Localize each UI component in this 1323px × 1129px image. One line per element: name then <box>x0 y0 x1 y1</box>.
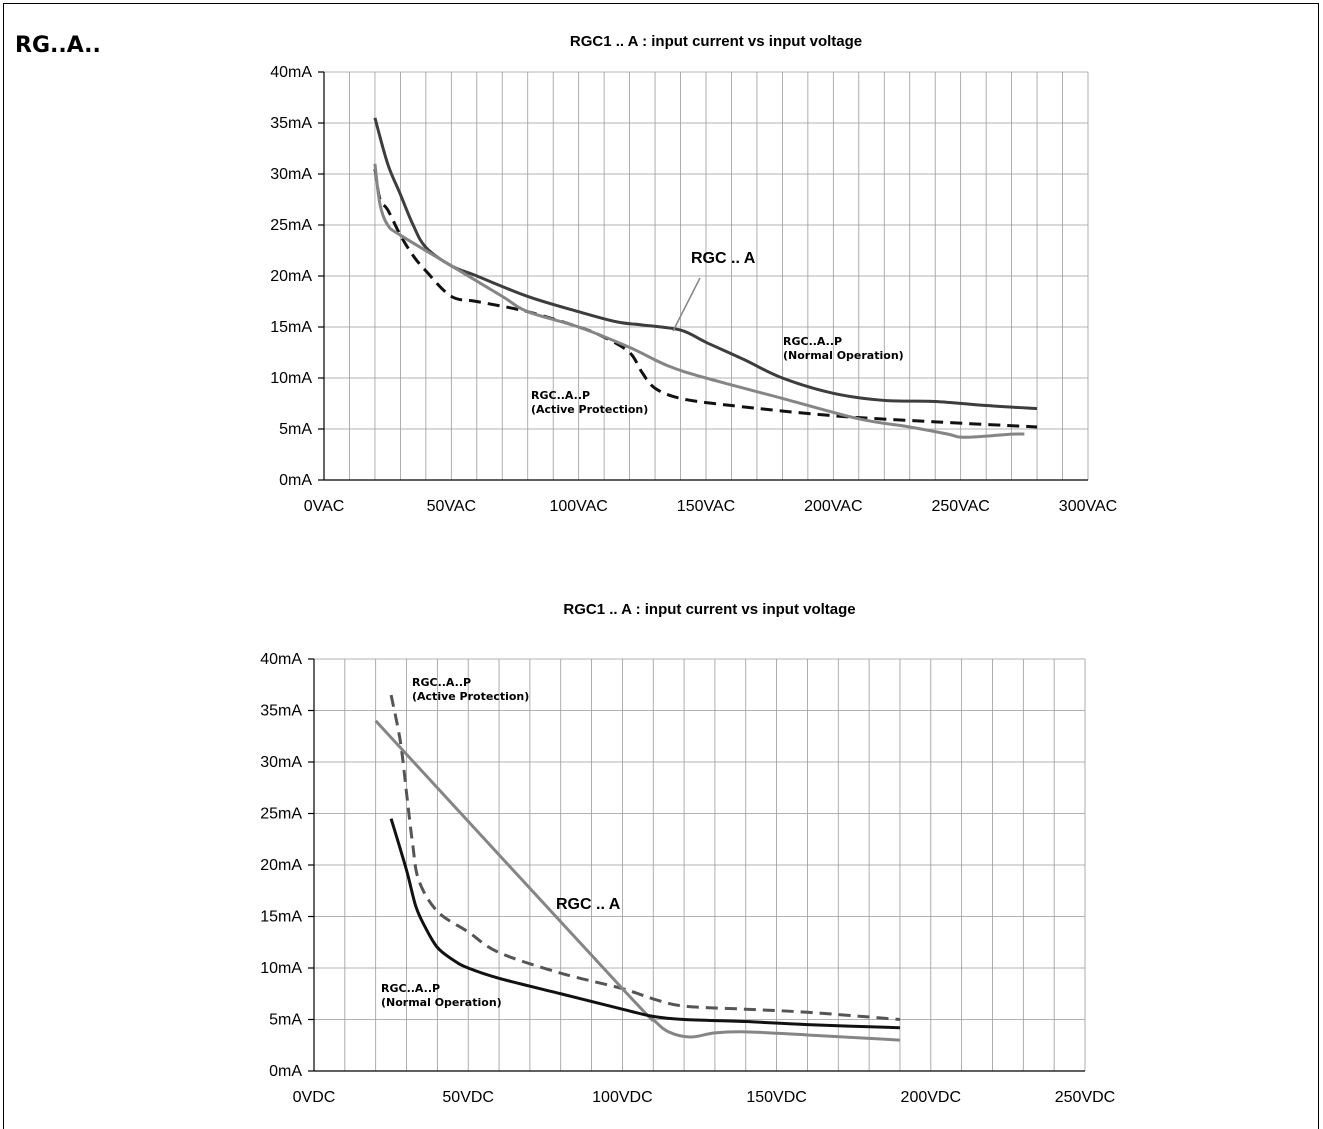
x-tick-label: 200VAC <box>804 498 862 515</box>
x-tick-label: 0VAC <box>304 498 345 515</box>
x-tick-label: 0VDC <box>293 1089 336 1106</box>
series-line-2 <box>374 719 901 1042</box>
y-tick-label: 20mA <box>260 857 302 874</box>
chart-1: RGC1 .. A : input current vs input volta… <box>270 33 1117 515</box>
y-tick-label: 35mA <box>270 115 312 132</box>
x-tick-label: 50VAC <box>427 498 477 515</box>
series-annotation-label: RGC..A..P <box>412 676 471 689</box>
y-tick-label: 15mA <box>270 319 312 336</box>
y-tick-label: 10mA <box>270 370 312 387</box>
x-tick-label: 100VAC <box>549 498 607 515</box>
annotation-leader-line <box>672 277 701 332</box>
series-annotation-label: RGC .. A <box>691 250 756 267</box>
y-tick-label: 40mA <box>260 651 302 668</box>
x-tick-label: 50VDC <box>442 1089 494 1106</box>
x-tick-label: 300VAC <box>1059 498 1117 515</box>
series-line-3 <box>389 818 901 1030</box>
page-frame <box>3 3 1319 1129</box>
series-annotation-label: (Active Protection) <box>412 690 529 703</box>
y-tick-label: 25mA <box>270 217 312 234</box>
y-tick-label: 30mA <box>260 754 302 771</box>
x-tick-label: 250VDC <box>1055 1089 1115 1106</box>
y-tick-label: 0mA <box>269 1063 302 1080</box>
y-tick-label: 10mA <box>260 960 302 977</box>
series-line-1 <box>389 694 901 1021</box>
chart-title: RGC1 .. A : input current vs input volta… <box>570 33 862 50</box>
y-tick-label: 35mA <box>260 703 302 720</box>
series-line-3 <box>373 163 1025 439</box>
series-annotation-label: RGC..A..P <box>381 982 440 995</box>
series-annotation-label: RGC..A..P <box>531 389 590 402</box>
x-tick-label: 200VDC <box>901 1089 961 1106</box>
page-heading: RG..A.. <box>15 33 101 58</box>
series-annotation-label: RGC..A..P <box>783 335 842 348</box>
y-tick-label: 15mA <box>260 909 302 926</box>
y-tick-label: 30mA <box>270 166 312 183</box>
y-tick-label: 5mA <box>279 421 312 438</box>
series-line-2 <box>373 168 1038 429</box>
y-tick-label: 40mA <box>270 64 312 81</box>
chart-title: RGC1 .. A : input current vs input volta… <box>563 601 855 618</box>
series-annotation-label: (Normal Operation) <box>783 349 904 362</box>
series-annotation-label: (Active Protection) <box>531 403 648 416</box>
y-tick-label: 20mA <box>270 268 312 285</box>
y-tick-label: 5mA <box>269 1012 302 1029</box>
x-tick-label: 250VAC <box>931 498 989 515</box>
chart-2: RGC1 .. A : input current vs input volta… <box>260 601 1115 1106</box>
x-tick-label: 150VDC <box>746 1089 806 1106</box>
x-tick-label: 150VAC <box>677 498 735 515</box>
y-tick-label: 25mA <box>260 806 302 823</box>
series-line-1 <box>373 117 1038 411</box>
y-tick-label: 0mA <box>279 472 312 489</box>
series-annotation-label: RGC .. A <box>556 896 621 913</box>
x-tick-label: 100VDC <box>592 1089 652 1106</box>
series-annotation-label: (Normal Operation) <box>381 996 502 1009</box>
